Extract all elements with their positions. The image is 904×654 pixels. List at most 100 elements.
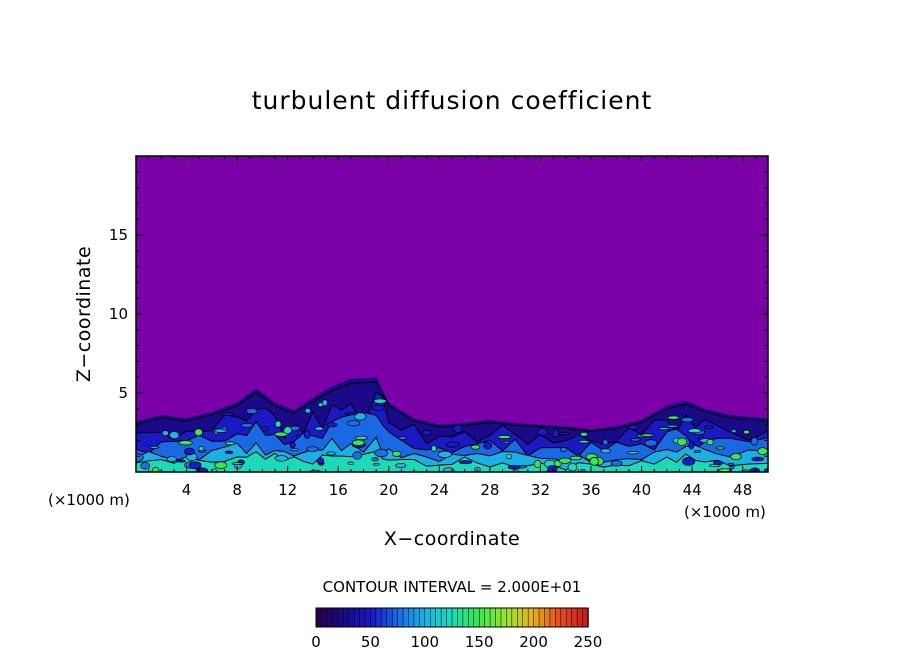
colorbar-swatch (517, 607, 524, 628)
eddy-mark (445, 441, 460, 448)
eddy-mark (658, 427, 670, 430)
eddy-mark (161, 430, 169, 437)
eddy-mark (743, 429, 750, 435)
colorbar-swatch (549, 607, 557, 628)
colorbar-swatch (565, 607, 573, 628)
x-tick-label: 28 (480, 481, 499, 499)
colorbar-swatch (359, 607, 366, 628)
eddy-mark (730, 453, 742, 461)
eddy-mark (176, 459, 186, 463)
eddy-mark (136, 453, 144, 462)
y-tick-label: 10 (109, 305, 128, 323)
eddy-mark (506, 453, 512, 460)
eddy-mark (706, 438, 714, 446)
colorbar-swatch (326, 607, 334, 628)
eddy-mark (600, 448, 612, 454)
eddy-mark (221, 426, 227, 431)
colorbar-swatch (473, 607, 480, 628)
eddy-mark (354, 435, 369, 440)
eddy-mark (751, 456, 764, 462)
eddy-mark (240, 423, 254, 428)
eddy-mark (317, 402, 324, 407)
colorbar-swatch (429, 607, 437, 628)
eddy-mark (610, 460, 623, 467)
x-tick-label: 44 (683, 481, 702, 499)
eddy-mark (580, 431, 589, 437)
colorbar-swatch (511, 607, 519, 628)
x-tick-label: 48 (733, 481, 752, 499)
eddy-mark (704, 425, 714, 429)
eddy-mark (503, 440, 510, 444)
colorbar-swatch (500, 607, 508, 628)
eddy-mark (351, 439, 365, 446)
eddy-mark (326, 422, 338, 428)
eddy-mark (283, 426, 293, 435)
eddy-mark (757, 447, 768, 456)
colorbar-swatch (478, 607, 486, 628)
colorbar-swatch (495, 607, 502, 628)
y-tick-label: 5 (118, 384, 128, 402)
eddy-mark (559, 447, 568, 452)
eddy-mark (569, 455, 582, 461)
colorbar-swatch (489, 607, 497, 628)
colorbar-swatch (370, 607, 377, 628)
eddy-mark (422, 430, 432, 436)
eddy-mark (431, 444, 437, 453)
x-unit-left: (×1000 m) (48, 491, 130, 509)
eddy-mark (245, 408, 258, 415)
eddy-mark (372, 404, 385, 411)
eddy-mark (344, 412, 358, 416)
eddy-mark (214, 461, 228, 469)
x-unit-right: (×1000 m) (684, 503, 766, 521)
colorbar-swatch (413, 607, 421, 628)
eddy-mark (453, 424, 463, 433)
eddy-mark (626, 451, 640, 455)
eddy-mark (589, 457, 599, 466)
colorbar-swatch (576, 607, 584, 628)
eddy-mark (198, 446, 204, 452)
colorbar-swatch (506, 607, 513, 628)
eddy-mark (644, 439, 658, 447)
colorbar-swatch (364, 607, 372, 628)
x-tick-label: 4 (182, 481, 192, 499)
contour-interval-text: CONTOUR INTERVAL = 2.000E+01 (322, 578, 582, 596)
eddy-mark (688, 441, 695, 450)
eddy-mark (194, 428, 203, 437)
eddy-mark (314, 426, 324, 431)
eddy-mark (195, 467, 209, 472)
eddy-mark (225, 441, 235, 446)
eddy-mark (709, 464, 721, 468)
colorbar-swatch (375, 607, 383, 628)
eddy-mark (352, 451, 363, 460)
chart-title: turbulent diffusion coefficient (251, 86, 653, 115)
colorbar-swatch (348, 607, 355, 628)
eddy-mark (140, 462, 151, 470)
eddy-mark (507, 465, 521, 470)
eddy-mark (231, 462, 243, 465)
x-tick-label: 32 (531, 481, 550, 499)
colorbar-frame (315, 607, 589, 628)
colorbar-swatch (402, 607, 410, 628)
colorbar-swatch (386, 607, 393, 628)
colorbar-tick-label: 100 (410, 633, 439, 651)
colorbar-swatch (337, 607, 344, 628)
plot-area (136, 156, 768, 472)
colorbar-swatch (522, 607, 529, 628)
colorbar-swatch (555, 607, 562, 628)
eddy-mark (750, 437, 758, 446)
eddy-mark (178, 440, 193, 446)
eddy-mark (274, 431, 289, 437)
colorbar-tick-label: 0 (311, 633, 321, 651)
eddy-mark (731, 429, 737, 434)
colorbar-swatch (544, 607, 551, 628)
eddy-mark (693, 449, 701, 453)
eddy-mark (184, 447, 195, 456)
colorbar-swatch (571, 607, 578, 628)
eddy-mark (681, 417, 694, 423)
eddy-mark (676, 437, 688, 446)
eddy-mark (687, 428, 702, 434)
eddy-mark (470, 444, 481, 450)
colorbar-swatch (457, 607, 464, 628)
eddy-mark (152, 466, 160, 472)
